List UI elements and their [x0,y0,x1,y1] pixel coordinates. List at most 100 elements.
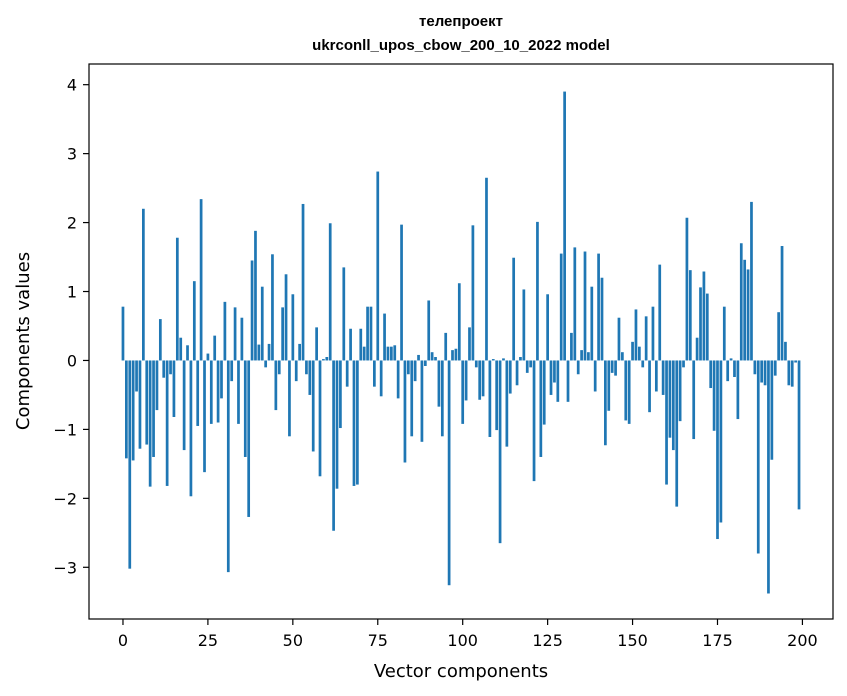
x-tick-label: 100 [447,631,478,650]
bar-193 [777,312,780,361]
bar-104 [474,360,478,368]
bar-112 [502,358,505,361]
bar-50 [291,294,295,361]
bar-13 [165,360,169,486]
bar-71 [362,346,366,361]
bar-168 [692,360,696,440]
bar-80 [393,345,397,361]
bar-161 [668,360,672,438]
bar-17 [179,337,183,361]
bar-20 [189,360,193,497]
bar-16 [175,237,179,361]
bar-114 [508,360,512,394]
bar-191 [770,360,774,460]
bar-21 [192,281,196,361]
bar-77 [383,313,386,361]
bar-1 [125,360,128,459]
bar-178 [726,360,730,382]
bar-43 [267,343,271,361]
bar-188 [760,360,764,383]
bar-109 [491,359,495,361]
bar-110 [495,360,499,431]
bar-58 [318,360,322,477]
bar-165 [682,360,685,368]
bar-40 [257,344,261,361]
bar-48 [284,274,288,361]
bar-95 [444,332,448,361]
bar-81 [396,360,400,399]
bar-128 [556,360,560,402]
bar-101 [464,360,468,401]
chart-title: телепроект [419,13,503,30]
bar-129 [559,253,563,361]
bar-144 [610,360,614,373]
bar-82 [400,224,403,361]
bar-102 [468,327,471,361]
y-tick-label: −2 [53,489,77,508]
x-tick-label: 50 [283,631,303,650]
bar-186 [753,360,757,375]
bar-182 [739,243,743,361]
bar-159 [661,360,665,395]
bar-175 [716,360,719,540]
bar-3 [131,360,135,461]
bar-8 [148,360,152,487]
bar-132 [570,332,573,361]
bar-39 [254,230,257,361]
bar-12 [162,360,166,378]
bar-9 [152,360,155,457]
bar-85 [410,360,414,437]
bar-189 [763,360,767,386]
bar-57 [315,327,318,361]
bar-53 [301,203,305,361]
bar-103 [471,225,475,361]
bar-150 [631,341,634,361]
bar-2 [128,360,132,569]
bar-124 [542,360,546,425]
bar-147 [621,352,624,361]
bar-51 [294,360,298,382]
bar-166 [685,217,689,361]
bar-108 [488,360,492,437]
bar-15 [172,360,176,417]
bar-164 [678,360,682,422]
bar-22 [196,360,200,426]
bar-113 [505,360,509,447]
bar-121 [532,360,536,482]
bar-34 [237,360,240,424]
bar-139 [593,360,597,392]
bar-35 [240,317,244,361]
bar-65 [342,267,346,361]
bar-131 [566,360,570,402]
bar-183 [743,259,747,361]
bar-135 [580,350,583,361]
y-axis-label: Components values [13,252,34,430]
bar-18 [182,360,186,451]
bar-194 [780,246,784,361]
bar-153 [641,360,645,368]
bar-19 [186,345,189,361]
bar-179 [729,358,733,361]
bar-160 [665,360,668,485]
bar-32 [230,360,234,382]
bar-89 [423,360,427,366]
bar-69 [356,360,359,485]
bar-30 [223,301,227,361]
bar-6 [142,208,145,361]
y-tick-label: 0 [67,351,77,370]
y-tick-label: 3 [67,145,77,164]
bar-123 [539,360,543,457]
bar-79 [390,346,393,361]
bar-143 [607,360,611,411]
bar-33 [233,307,237,361]
bar-100 [461,360,465,424]
bar-177 [722,306,726,361]
bar-56 [311,360,315,452]
chart-subtitle: ukrconll_upos_cbow_200_10_2022 model [312,37,610,54]
bar-98 [454,348,458,361]
y-tick-label: 4 [67,76,77,95]
bar-73 [369,306,373,361]
bar-42 [264,360,268,368]
bar-127 [553,360,556,383]
